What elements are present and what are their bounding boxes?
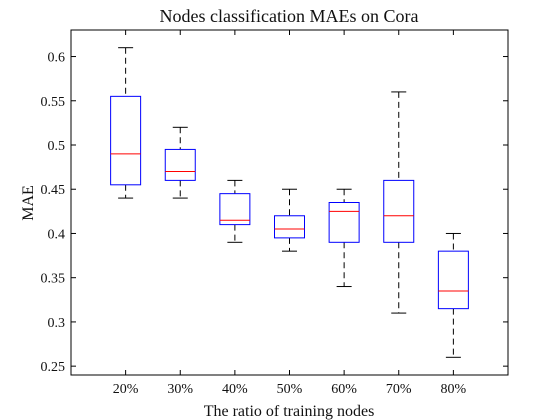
x-axis-ticks: 20% 30% 40% 50% 60% 70% 80% bbox=[113, 30, 467, 397]
box-80pct bbox=[437, 232, 469, 358]
iqr-box bbox=[164, 148, 196, 181]
chart-title: Nodes classification MAEs on Cora bbox=[160, 6, 419, 26]
y-tick-label: 0.6 bbox=[48, 51, 66, 66]
y-tick-label: 0.35 bbox=[41, 272, 66, 287]
box-30pct bbox=[164, 126, 196, 199]
box-70pct bbox=[383, 91, 415, 314]
y-axis-label: MAE bbox=[20, 185, 37, 221]
x-tick-label: 40% bbox=[222, 382, 248, 397]
box-40pct bbox=[219, 179, 251, 243]
x-axis-label: The ratio of training nodes bbox=[204, 403, 375, 420]
iqr-box bbox=[437, 250, 469, 310]
x-tick-label: 80% bbox=[441, 382, 467, 397]
x-tick-label: 20% bbox=[113, 382, 139, 397]
box-series bbox=[110, 47, 469, 358]
y-tick-label: 0.55 bbox=[41, 95, 66, 110]
iqr-box bbox=[110, 95, 142, 186]
x-tick-label: 50% bbox=[277, 382, 303, 397]
x-tick-label: 60% bbox=[331, 382, 357, 397]
box-60pct bbox=[328, 188, 360, 288]
y-tick-label: 0.4 bbox=[48, 227, 66, 242]
iqr-box bbox=[219, 193, 251, 226]
x-tick-label: 30% bbox=[167, 382, 193, 397]
x-tick-label: 70% bbox=[386, 382, 412, 397]
box-20pct bbox=[110, 47, 142, 199]
y-tick-label: 0.25 bbox=[41, 360, 66, 375]
box-50pct bbox=[274, 188, 305, 252]
y-tick-label: 0.45 bbox=[41, 183, 66, 198]
y-tick-label: 0.5 bbox=[48, 139, 66, 154]
iqr-box bbox=[274, 215, 305, 239]
iqr-box bbox=[383, 179, 415, 243]
iqr-box bbox=[328, 202, 360, 243]
y-tick-label: 0.3 bbox=[48, 316, 66, 331]
y-axis-ticks: 0.25 0.3 0.35 0.4 0.45 0.5 0.55 0.6 bbox=[41, 51, 508, 375]
